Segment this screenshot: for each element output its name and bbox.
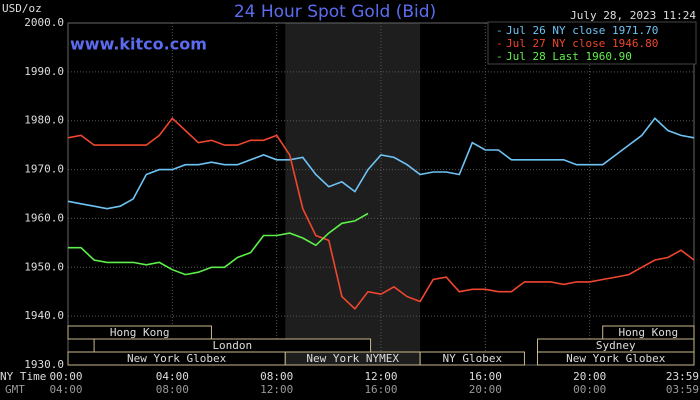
y-axis-label: USD/oz — [2, 2, 42, 15]
session-label: Sydney — [596, 339, 636, 352]
session-label: Hong Kong — [110, 326, 170, 339]
y-tick-label: 2000.0 — [24, 16, 64, 29]
y-tick-label: 1970.0 — [24, 163, 64, 176]
y-tick-label: 1980.0 — [24, 114, 64, 127]
session-label: New York Globex — [127, 352, 227, 365]
chart-title: 24 Hour Spot Gold (Bid) — [234, 2, 436, 22]
y-tick-label: 1950.0 — [24, 260, 64, 273]
session-shade — [285, 23, 421, 365]
x-tick-label: 20:00 — [573, 370, 606, 383]
session-bar — [602, 325, 695, 340]
session-bar — [537, 351, 695, 366]
gmt-tick-label: 08:00 — [156, 383, 189, 396]
series-line — [67, 117, 695, 210]
legend-dash: - — [496, 50, 503, 63]
session-label: London — [212, 339, 252, 352]
x-tick-label: 23:59 — [666, 370, 699, 383]
session-bar — [419, 351, 525, 366]
x-tick-label: 12:00 — [364, 370, 397, 383]
y-tick-label: 1960.0 — [24, 211, 64, 224]
legend: - Jul 26 NY close 1971.70- Jul 27 NY close… — [487, 21, 697, 65]
series-line — [67, 117, 695, 310]
ny-time-label: NY Time — [0, 370, 46, 383]
session-label: New York Globex — [566, 352, 666, 365]
x-tick-label: 08:00 — [260, 370, 293, 383]
x-tick-label: 16:00 — [469, 370, 502, 383]
legend-box — [487, 21, 697, 65]
gmt-tick-label: 04:00 — [49, 383, 82, 396]
legend-dash: - — [496, 37, 503, 50]
legend-label: Jul 27 NY close 1946.80 — [506, 37, 658, 50]
timestamp: July 28, 2023 11:24 — [570, 9, 696, 22]
y-tick-label: 1930.0 — [24, 358, 64, 371]
gmt-tick-label: 16:00 — [364, 383, 397, 396]
session-label: NY Globex — [442, 352, 502, 365]
legend-label: Jul 26 NY close 1971.70 — [506, 24, 658, 37]
x-tick-label: 04:00 — [156, 370, 189, 383]
series-line — [68, 212, 369, 276]
y-tick-label: 1940.0 — [24, 309, 64, 322]
legend-dash: - — [496, 24, 503, 37]
site-url: www.kitco.com — [70, 35, 207, 54]
gmt-tick-label: 12:00 — [260, 383, 293, 396]
gmt-label: GMT — [5, 383, 25, 396]
x-tick-label: 00:00 — [49, 370, 82, 383]
legend-label: Jul 28 Last 1960.90 — [506, 50, 632, 63]
session-label: Hong Kong — [619, 326, 679, 339]
y-tick-label: 1990.0 — [24, 65, 64, 78]
gmt-tick-label: 20:00 — [469, 383, 502, 396]
session-label: New York NYMEX — [306, 352, 399, 365]
gmt-tick-label: 03:59 — [666, 383, 699, 396]
gmt-tick-label: 00:00 — [573, 383, 606, 396]
